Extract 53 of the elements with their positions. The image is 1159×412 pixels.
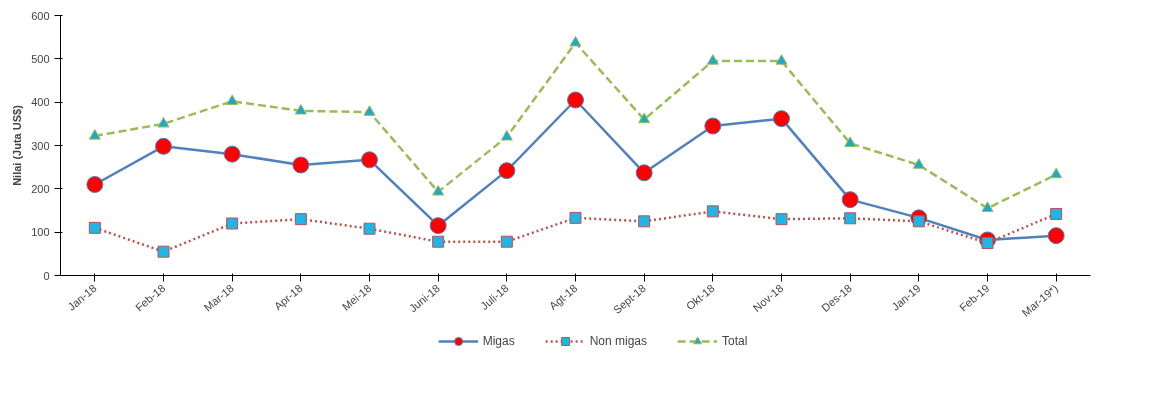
point: [294, 213, 307, 226]
y-tick-label: 100: [31, 226, 50, 239]
point: [704, 117, 722, 135]
y-axis-title: Nilai (Juta US$): [11, 104, 24, 186]
legend-label: Non migas: [589, 334, 648, 348]
point: [500, 235, 513, 248]
point: [912, 158, 925, 169]
point: [638, 215, 651, 228]
point: [706, 205, 719, 218]
point: [844, 136, 857, 148]
point: [981, 237, 994, 249]
point: [706, 54, 719, 65]
point: [775, 213, 788, 226]
point: [223, 145, 241, 163]
point: [775, 54, 788, 65]
point: [432, 185, 445, 196]
y-tick-label: 0: [43, 269, 50, 282]
point: [773, 110, 790, 128]
point: [429, 217, 447, 235]
legend-label: Total: [722, 334, 748, 348]
point: [88, 221, 101, 234]
point: [155, 137, 172, 155]
y-tick-label: 600: [31, 9, 50, 22]
point: [226, 94, 239, 105]
point: [844, 212, 857, 225]
point: [498, 162, 516, 180]
point: [361, 151, 378, 169]
point: [292, 156, 310, 174]
point: [569, 35, 582, 47]
point: [635, 164, 653, 182]
point: [432, 235, 445, 248]
point: [157, 116, 170, 128]
y-tick-label: 500: [31, 52, 50, 65]
point: [1050, 207, 1063, 220]
y-tick-label: 200: [31, 182, 50, 195]
point: [363, 105, 376, 116]
point: [567, 91, 584, 109]
point: [157, 245, 170, 258]
point: [226, 217, 239, 230]
point: [569, 211, 582, 224]
point: [1047, 227, 1065, 245]
point: [294, 103, 307, 115]
point: [88, 129, 101, 140]
y-tick-label: 300: [31, 139, 50, 152]
point: [981, 201, 994, 213]
point: [1050, 167, 1063, 179]
legend-label: Migas: [482, 334, 515, 348]
point: [86, 176, 104, 193]
y-tick-label: 400: [31, 96, 50, 109]
point: [500, 129, 513, 141]
point: [363, 222, 376, 235]
point: [638, 112, 651, 124]
point: [841, 191, 859, 209]
